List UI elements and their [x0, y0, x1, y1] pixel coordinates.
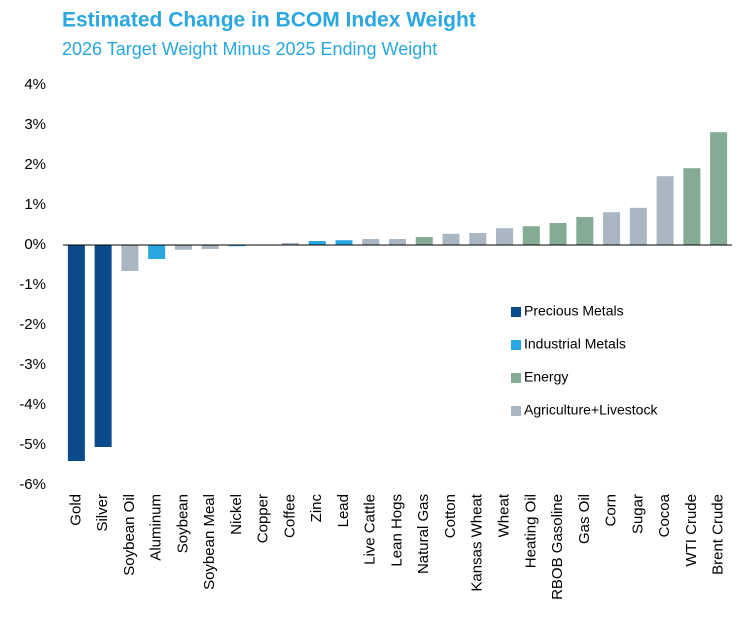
y-tick-label: 0%: [24, 236, 46, 253]
bar: [201, 245, 219, 249]
legend-label: Industrial Metals: [524, 336, 626, 352]
bar: [442, 233, 460, 245]
legend-swatch: [511, 406, 521, 416]
y-tick-label: -3%: [19, 356, 46, 373]
bar: [656, 176, 674, 245]
x-tick-label: Zinc: [308, 494, 325, 523]
chart-subtitle: 2026 Target Weight Minus 2025 Ending Wei…: [62, 39, 437, 59]
legend-label: Precious Metals: [524, 303, 624, 319]
y-tick-label: -5%: [19, 436, 46, 453]
x-tick-label: Soybean: [174, 494, 191, 553]
x-tick-label: Aluminum: [148, 494, 165, 561]
x-tick-label: Natural Gas: [415, 494, 432, 574]
x-tick-label: Silver: [94, 494, 111, 532]
y-tick-label: 2%: [24, 156, 46, 173]
bar: [308, 241, 326, 245]
x-tick-label: Brent Crude: [710, 494, 727, 575]
x-tick-label: Corn: [603, 494, 620, 527]
x-tick-label: Coffee: [281, 494, 298, 538]
x-tick-label: RBOB Gasoline: [549, 494, 566, 600]
chart-title: Estimated Change in BCOM Index Weight: [62, 9, 476, 32]
y-tick-label: -2%: [19, 316, 46, 333]
x-tick-label: Heating Oil: [522, 494, 539, 568]
legend-label: Energy: [524, 369, 568, 385]
bar: [629, 207, 647, 245]
bar: [576, 217, 594, 245]
bar: [67, 245, 85, 461]
bar: [281, 243, 299, 245]
bar: [469, 233, 487, 245]
y-tick-label: -4%: [19, 396, 46, 413]
x-tick-label: Copper: [255, 494, 272, 543]
x-tick-label: Cocoa: [656, 493, 673, 537]
x-tick-label: WTI Crude: [683, 494, 700, 567]
bar: [148, 245, 166, 259]
legend-swatch: [511, 307, 521, 317]
bar: [415, 237, 433, 245]
y-tick-label: -1%: [19, 276, 46, 293]
x-tick-label: Lean Hogs: [388, 494, 405, 567]
y-tick-label: 4%: [24, 76, 46, 93]
legend-swatch: [511, 373, 521, 383]
x-tick-label: Live Cattle: [362, 494, 379, 565]
x-tick-label: Kansas Wheat: [469, 493, 486, 591]
bar: [496, 228, 514, 245]
bar: [522, 226, 540, 245]
x-tick-label: Sugar: [629, 494, 646, 534]
bar: [683, 168, 701, 245]
x-tick-label: Cotton: [442, 494, 459, 538]
x-tick-label: Nickel: [228, 494, 245, 535]
x-tick-label: Soybean Oil: [121, 494, 138, 576]
x-tick-label: Soybean Meal: [201, 494, 218, 590]
bar: [121, 245, 139, 271]
y-tick-label: -6%: [19, 476, 46, 493]
x-tick-label: Gold: [67, 494, 84, 526]
legend-label: Agriculture+Livestock: [524, 402, 658, 418]
bar: [362, 239, 380, 245]
bar: [389, 239, 406, 245]
bar: [710, 132, 728, 245]
bar: [549, 223, 567, 245]
bar: [94, 245, 112, 447]
bar: [603, 212, 621, 245]
bar: [174, 245, 192, 250]
x-tick-label: Wheat: [496, 493, 513, 537]
legend-swatch: [511, 340, 521, 350]
bar: [335, 240, 353, 245]
y-tick-label: 1%: [24, 196, 46, 213]
x-tick-label: Gas Oil: [576, 494, 593, 544]
x-tick-label: Lead: [335, 494, 352, 527]
y-tick-label: 3%: [24, 116, 46, 133]
bar: [228, 245, 246, 247]
